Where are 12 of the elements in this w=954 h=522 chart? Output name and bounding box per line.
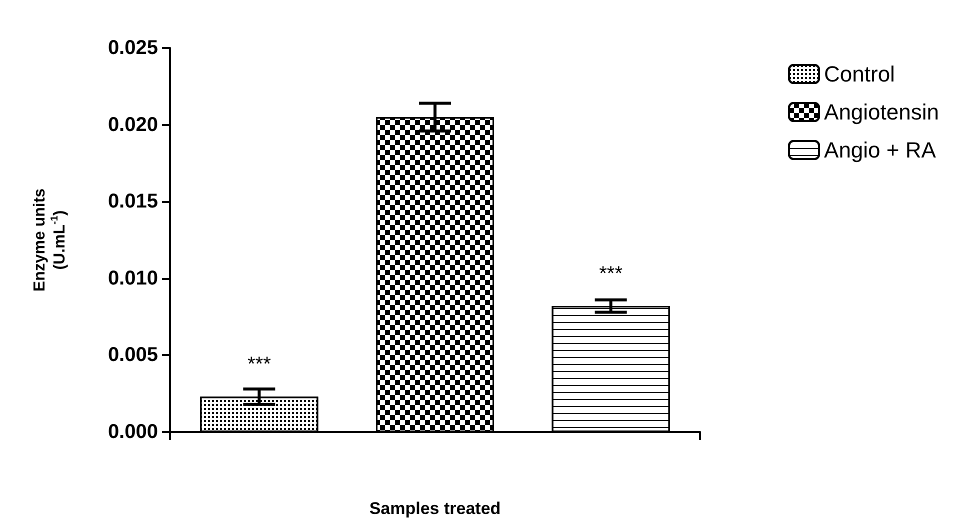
y-tick-label: 0.025 <box>108 37 158 59</box>
y-tick-label: 0.005 <box>108 344 158 366</box>
y-tick-label: 0.020 <box>108 114 158 136</box>
legend-label: Angio + RA <box>824 138 936 162</box>
x-axis-title: Samples treated <box>369 499 501 518</box>
y-tick-label: 0.000 <box>108 421 158 443</box>
data-label: *** <box>248 354 272 376</box>
y-tick-label: 0.015 <box>108 190 158 213</box>
legend-label: Control <box>824 62 895 86</box>
y-tick-label: 0.010 <box>108 267 158 290</box>
legend-label: Angiotensin <box>824 100 940 124</box>
data-label: *** <box>599 263 623 286</box>
